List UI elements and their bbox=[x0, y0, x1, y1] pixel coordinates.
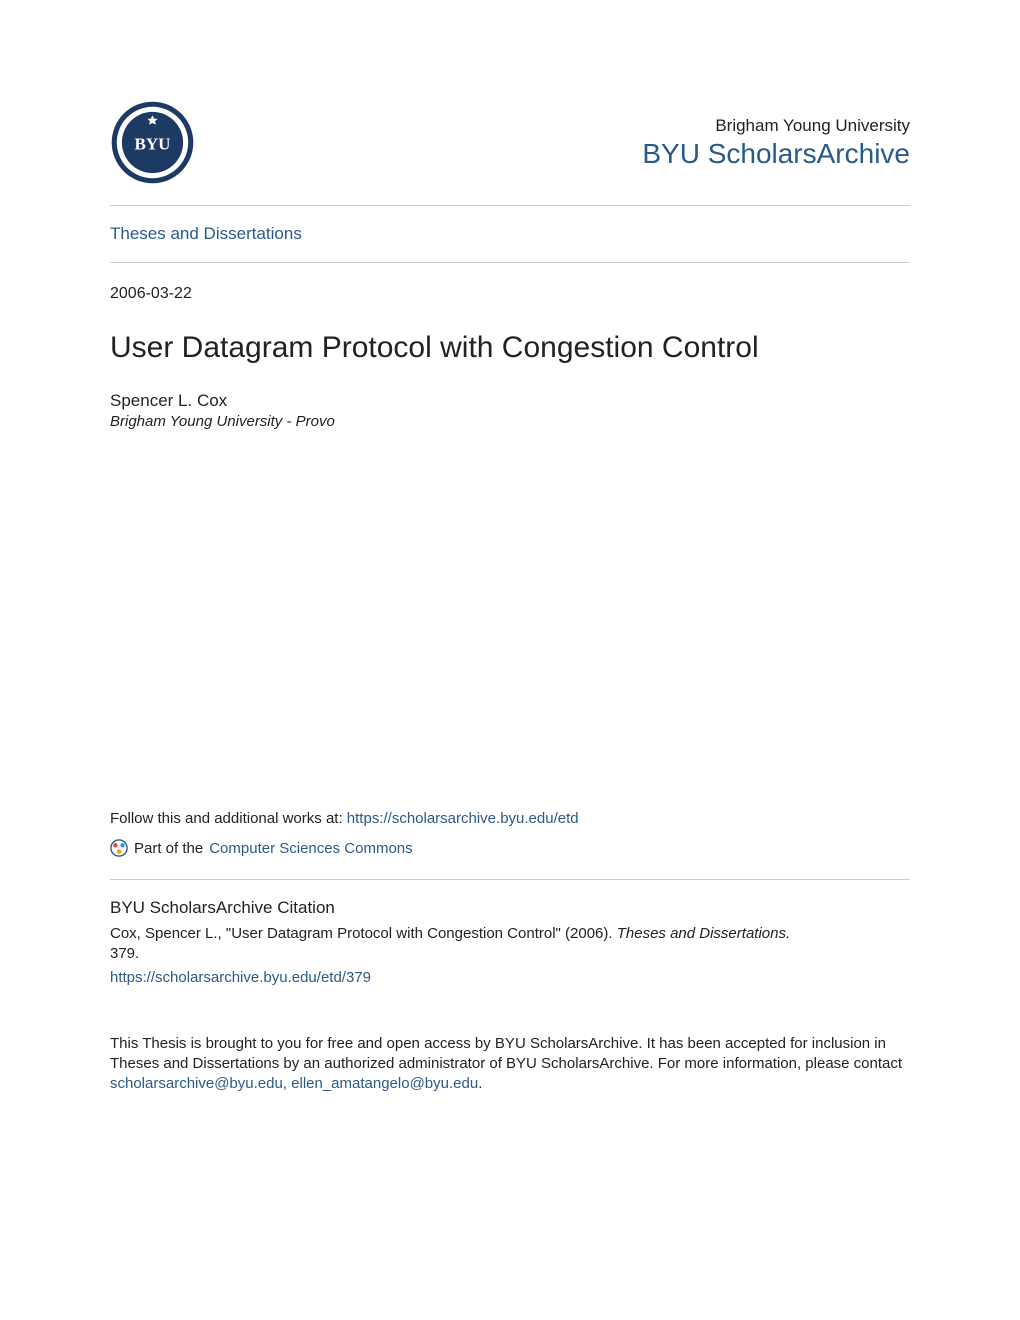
svg-text:BYU: BYU bbox=[135, 134, 171, 153]
divider-breadcrumb bbox=[110, 262, 910, 263]
university-name: Brigham Young University bbox=[642, 116, 910, 136]
divider-citation bbox=[110, 879, 910, 880]
access-part2: . bbox=[478, 1075, 482, 1092]
byu-seal-icon: BYU bbox=[110, 100, 195, 185]
follow-prefix: Follow this and additional works at: bbox=[110, 810, 347, 827]
citation-url-link[interactable]: https://scholarsarchive.byu.edu/etd/379 bbox=[110, 969, 910, 986]
citation-number: 379. bbox=[110, 945, 139, 962]
breadcrumb-link[interactable]: Theses and Dissertations bbox=[110, 224, 302, 243]
commons-link[interactable]: Computer Sciences Commons bbox=[209, 840, 412, 857]
network-icon bbox=[110, 839, 128, 857]
spacer bbox=[110, 430, 910, 810]
author-name: Spencer L. Cox bbox=[110, 391, 910, 411]
author-affiliation: Brigham Young University - Provo bbox=[110, 413, 910, 430]
breadcrumb: Theses and Dissertations bbox=[110, 206, 910, 262]
follow-url-link[interactable]: https://scholarsarchive.byu.edu/etd bbox=[347, 810, 579, 827]
publication-date: 2006-03-22 bbox=[110, 285, 910, 303]
part-of-row: Part of the Computer Sciences Commons bbox=[110, 839, 910, 857]
header-right: Brigham Young University BYU ScholarsArc… bbox=[642, 116, 910, 170]
access-statement: This Thesis is brought to you for free a… bbox=[110, 1034, 910, 1095]
access-part1: This Thesis is brought to you for free a… bbox=[110, 1035, 902, 1072]
university-logo: BYU bbox=[110, 100, 195, 185]
part-of-prefix: Part of the bbox=[134, 840, 203, 857]
paper-title: User Datagram Protocol with Congestion C… bbox=[110, 331, 910, 365]
page-header: BYU Brigham Young University BYU Scholar… bbox=[110, 100, 910, 185]
contact-email-link[interactable]: scholarsarchive@byu.edu, ellen_amatangel… bbox=[110, 1075, 478, 1092]
follow-works-text: Follow this and additional works at: htt… bbox=[110, 810, 910, 827]
citation-heading: BYU ScholarsArchive Citation bbox=[110, 898, 910, 918]
citation-part1: Cox, Spencer L., "User Datagram Protocol… bbox=[110, 925, 617, 942]
citation-text: Cox, Spencer L., "User Datagram Protocol… bbox=[110, 924, 910, 965]
citation-series: Theses and Dissertations. bbox=[617, 925, 790, 942]
repository-link[interactable]: BYU ScholarsArchive bbox=[642, 138, 910, 169]
